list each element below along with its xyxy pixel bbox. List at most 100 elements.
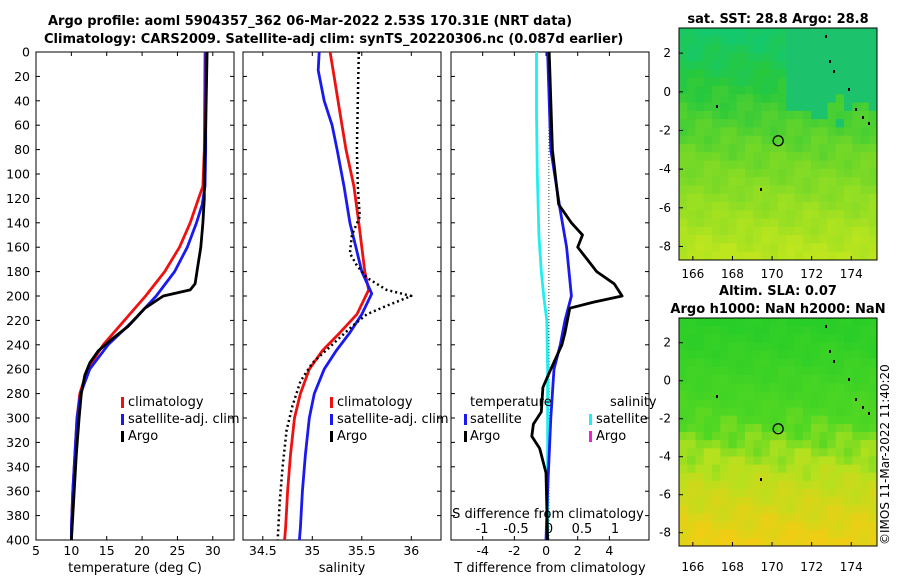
heat-cell [769,489,779,498]
heat-cell [712,52,721,62]
heat-cell [868,464,877,474]
heat-cell [712,28,721,37]
heat-cell [695,423,705,433]
heat-cell [769,218,779,228]
heat-cell [794,334,804,344]
heat-cell [844,102,853,112]
heat-cell [753,399,763,409]
heat-cell [794,521,804,531]
heat-cell [736,36,746,46]
heat-cell [695,168,705,178]
heat-cell [679,334,688,344]
heat-cell [769,210,779,220]
heat-cell [811,218,820,228]
heat-cell [712,185,721,195]
heat-cell [802,243,812,253]
island-mark [760,188,762,191]
heat-cell [712,366,721,376]
heat-cell [868,226,877,236]
heat-cell [769,350,779,360]
heat-cell [679,489,688,498]
heat-cell [753,350,763,360]
heat-cell [835,375,845,384]
heat-cell [868,529,877,539]
heat-cell [761,529,771,539]
heat-cell [728,537,738,546]
heat-cell [720,77,730,87]
map-x-tick-label: 166 [681,560,704,574]
heat-cell [728,152,738,162]
heat-cell [819,69,829,79]
heat-cell [761,423,771,433]
heat-cell [679,407,688,417]
heat-cell [769,366,779,376]
heat-cell [720,480,730,490]
heat-cell [868,383,877,392]
heat-cell [745,152,754,162]
heat-cell [860,440,870,449]
heat-cell [835,226,845,236]
heat-cell [844,193,853,203]
island-mark [716,105,718,108]
heat-cell [728,94,738,104]
heat-cell [703,464,713,474]
heat-cell [802,423,812,433]
heat-cell [679,177,688,187]
heat-cell [679,366,688,376]
heat-cell [687,366,697,376]
heat-cell [728,218,738,228]
heat-cell [736,226,746,236]
heat-cell [860,423,870,433]
heat-cell [679,135,688,145]
heat-cell [761,521,771,531]
heat-cell [745,69,754,79]
heat-cell [736,52,746,62]
heat-cell [745,185,754,195]
heat-cell [868,168,877,178]
heat-cell [728,334,738,344]
heat-cell [720,505,730,515]
heat-cell [786,152,796,162]
heat-cell [786,52,796,62]
heat-cell [794,497,804,506]
heat-cell [728,407,738,417]
heat-cell [687,243,697,253]
heat-cell [753,235,763,245]
heat-cell [811,210,820,220]
heat-cell [835,61,845,71]
series-line-argo [276,52,413,540]
heat-cell [794,61,804,71]
heat-cell [720,44,730,54]
heat-cell [703,513,713,523]
heat-cell [736,61,746,71]
heat-cell [769,61,779,71]
heat-cell [679,152,688,162]
heat-cell [778,383,787,392]
heat-cell [852,119,862,129]
heat-cell [703,235,713,245]
heat-cell [728,366,738,376]
map-x-tick-label: 172 [800,267,823,281]
heat-cell [753,464,763,474]
heat-cell [728,226,738,236]
heat-cell [736,480,746,490]
heat-cell [827,383,837,392]
heat-cell [786,350,796,360]
heat-cell [769,94,779,104]
heat-cell [745,160,754,170]
temperature-xlabel: temperature (deg C) [68,561,202,576]
heat-cell [679,243,688,253]
temperature-series [70,52,209,540]
heat-cell [695,350,705,360]
heat-cell [753,160,763,170]
heat-cell [835,342,845,352]
heat-cell [794,144,804,153]
heat-cell [835,440,845,449]
heat-cell [852,456,862,466]
heat-cell [860,119,870,129]
heat-cell [745,226,754,236]
heat-cell [679,226,688,236]
heat-cell [720,342,730,352]
heat-cell [745,243,754,253]
heat-cell [802,318,812,327]
